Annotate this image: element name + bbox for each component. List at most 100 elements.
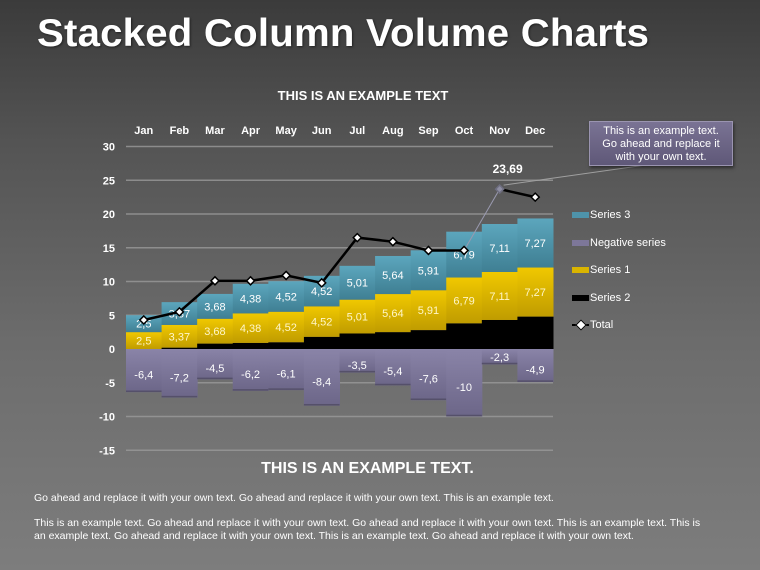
y-tick-label: -10 (99, 412, 115, 424)
data-label-series-3: 4,52 (311, 286, 332, 298)
bar-series-3 (517, 218, 554, 268)
bar-negative-series (303, 349, 340, 406)
data-label-negative: -5,4 (383, 366, 402, 378)
bar-negative-series (446, 349, 483, 417)
legend-label: Series 1 (590, 264, 631, 276)
data-label-series-1: 5,91 (418, 305, 439, 317)
line-marker-icon (572, 320, 589, 330)
bar-series-1 (126, 332, 163, 349)
callout-pointer (503, 162, 661, 186)
bar-series-2 (481, 319, 518, 349)
bar-negative-series (410, 349, 447, 401)
bar-series-2 (375, 332, 412, 349)
legend-label: Total (590, 319, 614, 331)
sub-heading: THIS IS AN EXAMPLE TEXT. (261, 460, 474, 477)
bar-series-2 (268, 342, 305, 349)
data-label-series-1: 5,64 (382, 308, 403, 320)
bar-series-2 (446, 323, 483, 349)
bar-series-3 (197, 293, 234, 319)
y-tick-label: 0 (109, 344, 115, 356)
data-label-series-3: 5,91 (418, 265, 439, 277)
data-label-series-3: 3,68 (204, 301, 225, 313)
x-tick-label: Dec (525, 125, 545, 137)
data-label-series-1: 5,01 (347, 312, 368, 324)
bar-negative-series (161, 349, 198, 398)
data-label-series-3: 4,38 (240, 294, 261, 306)
bar-negative-series (375, 349, 412, 386)
bar-negative-series (339, 349, 376, 373)
total-line (143, 236, 465, 322)
total-marker (316, 277, 327, 288)
data-label-negative: -10 (456, 382, 472, 394)
bar-negative-series (517, 349, 554, 383)
page-title: Stacked Column Volume Charts (37, 12, 650, 55)
data-label-negative: -8,4 (312, 376, 331, 388)
bar-series-2 (232, 342, 269, 349)
data-label-series-1: 4,52 (275, 322, 296, 334)
bar-series-3 (481, 223, 518, 272)
total-marker (174, 306, 185, 317)
data-label-negative: -2,3 (490, 352, 509, 364)
total-marker (138, 314, 149, 326)
bar-series-1 (197, 318, 234, 344)
callout-line-2: Go ahead and replace it (602, 138, 720, 150)
data-label-series-1: 6,79 (453, 295, 474, 307)
data-label-series-3: 5,64 (382, 270, 403, 282)
bar-negative-series (481, 349, 518, 365)
total-marker (387, 236, 398, 247)
x-tick-label: Mar (205, 125, 225, 137)
legend-item-total: Total (572, 318, 613, 332)
x-tick-label: Oct (455, 125, 474, 137)
x-tick-label: Nov (489, 125, 511, 137)
total-marker (352, 232, 363, 243)
x-tick-label: Jun (312, 125, 332, 137)
data-label-series-1: 7,27 (524, 287, 545, 299)
bar-series-2 (197, 343, 234, 349)
bar-series-1 (161, 324, 198, 348)
total-marker (245, 275, 256, 286)
data-label-negative: -7,6 (419, 374, 438, 386)
color-swatch-icon (572, 267, 589, 273)
x-tick-label: Aug (382, 125, 403, 137)
bar-negative-series (197, 349, 234, 380)
body-paragraph-1: Go ahead and replace it with your own te… (34, 492, 554, 504)
bar-series-3 (339, 265, 376, 300)
bar-series-3 (268, 281, 305, 312)
total-marker (423, 245, 434, 256)
x-tick-label: May (275, 125, 297, 137)
bar-series-1 (375, 294, 412, 333)
data-label-series-1: 4,52 (311, 317, 332, 329)
bar-negative-series (126, 349, 163, 393)
total-highlight-label: 23,69 (493, 162, 523, 176)
bar-series-3 (410, 250, 447, 291)
total-marker (209, 275, 221, 286)
callout-box: This is an example text. Go ahead and re… (589, 121, 733, 166)
bar-series-2 (161, 347, 198, 349)
data-label-negative: -6,2 (241, 369, 260, 381)
data-label-negative: -6,1 (277, 369, 296, 381)
chart-title: THIS IS AN EXAMPLE TEXT (277, 88, 449, 103)
data-label-series-1: 7,11 (489, 291, 510, 303)
legend-label: Series 2 (590, 291, 631, 304)
y-tick-label: 10 (103, 277, 115, 289)
y-tick-label: 15 (103, 243, 115, 255)
legend-item-series-3: Series 3 (572, 208, 630, 222)
total-marker (494, 184, 505, 195)
bar-series-1 (339, 299, 376, 334)
callout-line-1: This is an example text. (603, 125, 719, 137)
bar-series-1 (446, 277, 483, 324)
y-tick-label: 5 (109, 310, 115, 322)
data-label-negative: -6,4 (134, 370, 153, 382)
body-paragraph-2: This is an example text. Go ahead and re… (34, 517, 701, 542)
bar-negative-series (268, 349, 305, 391)
data-label-negative: -3,5 (348, 360, 367, 372)
total-marker (458, 245, 470, 256)
bar-series-1 (232, 313, 269, 343)
bar-series-1 (303, 306, 340, 337)
x-tick-label: Feb (170, 125, 190, 137)
bar-series-2 (303, 336, 340, 349)
data-label-negative: -4,9 (526, 365, 545, 377)
data-label-series-3: 4,52 (275, 291, 296, 303)
bar-series-1 (481, 271, 518, 320)
total-marker (530, 192, 541, 203)
